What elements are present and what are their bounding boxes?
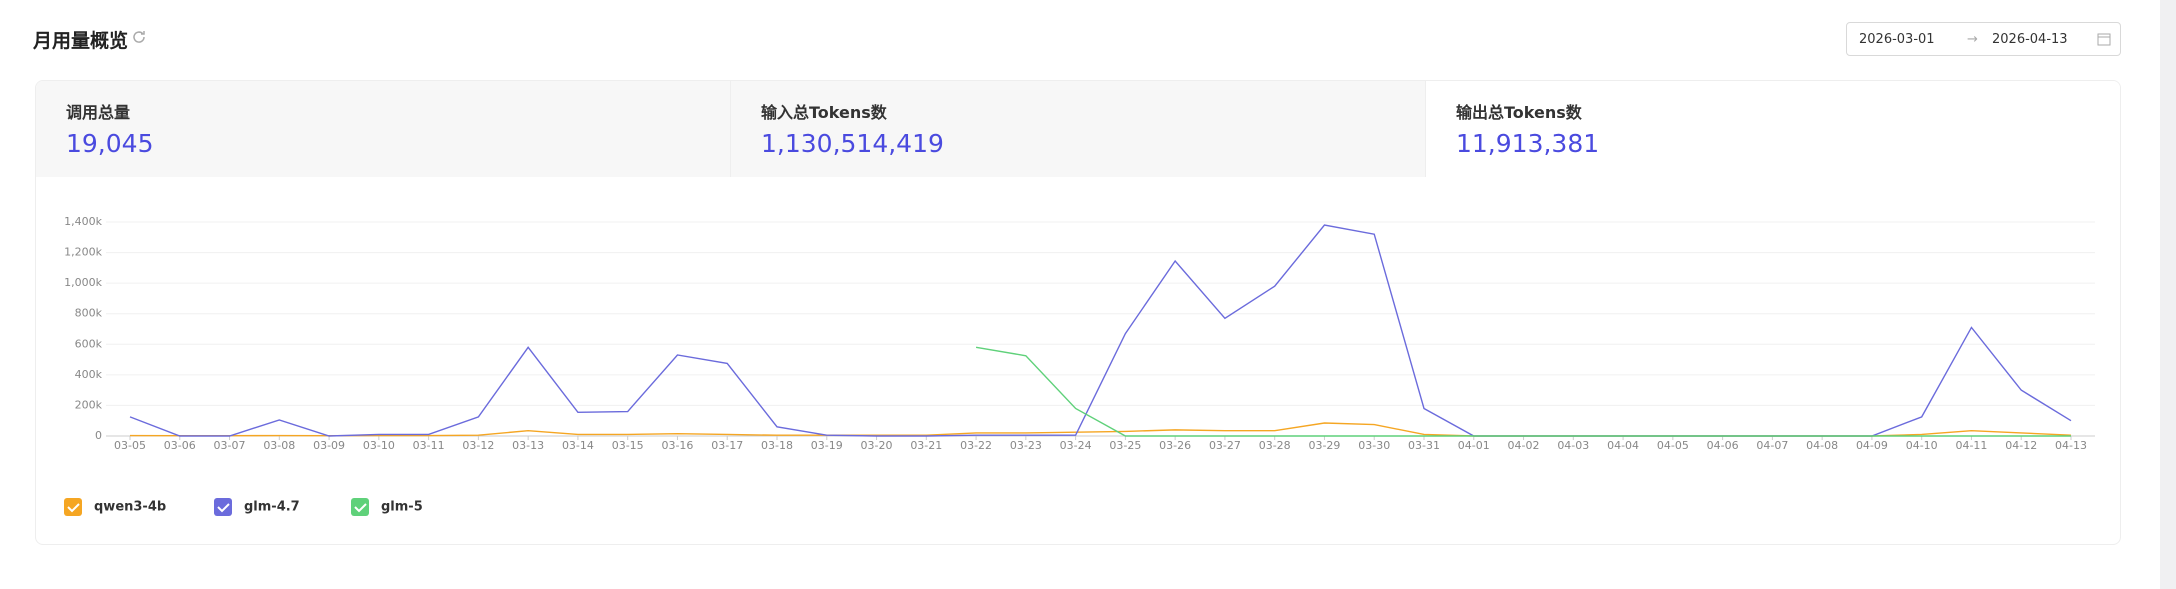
- check-mark: [67, 503, 80, 513]
- legend-label[interactable]: glm-5: [381, 500, 423, 515]
- x-tick-label: 03-07: [214, 439, 246, 452]
- x-tick-label: 03-11: [413, 439, 445, 452]
- check-mark: [217, 503, 230, 513]
- x-tick-label: 04-09: [1856, 439, 1888, 452]
- x-tick-label: 03-21: [910, 439, 942, 452]
- x-tick-label: 04-13: [2055, 439, 2087, 452]
- x-tick-label: 04-01: [1458, 439, 1490, 452]
- x-tick-label: 04-04: [1607, 439, 1639, 452]
- x-tick-label: 03-09: [313, 439, 345, 452]
- y-tick-label: 400k: [75, 368, 103, 381]
- stat-value: 19,045: [66, 129, 154, 158]
- page-title: 月用量概览: [33, 30, 129, 52]
- legend-item[interactable]: qwen3-4b: [64, 498, 166, 516]
- calendar-icon: [2097, 33, 2111, 46]
- x-tick-label: 03-18: [761, 439, 793, 452]
- x-tick-label: 04-02: [1508, 439, 1540, 452]
- x-tick-label: 04-10: [1906, 439, 1938, 452]
- stat-label: 输出总Tokens数: [1456, 103, 1582, 122]
- y-tick-label: 1,000k: [64, 276, 102, 289]
- y-tick-label: 600k: [75, 337, 103, 350]
- series-line: [129, 224, 2072, 437]
- x-tick-label: 04-11: [1955, 439, 1987, 452]
- legend-item[interactable]: glm-5: [351, 498, 423, 516]
- series-line: [975, 346, 2071, 437]
- y-tick-label: 1,400k: [64, 215, 102, 228]
- start-date[interactable]: 2026-03-01: [1859, 32, 1935, 47]
- x-tick-label: 03-27: [1209, 439, 1241, 452]
- y-tick-label: 800k: [75, 307, 103, 320]
- x-tick-label: 03-16: [661, 439, 693, 452]
- x-tick-label: 04-07: [1756, 439, 1788, 452]
- x-tick-label: 03-13: [512, 439, 544, 452]
- x-tick-label: 03-05: [114, 439, 146, 452]
- legend-checkbox[interactable]: [64, 498, 82, 516]
- scroll-edge: [2160, 0, 2176, 589]
- y-tick-label: 1,200k: [64, 246, 102, 259]
- stat-label: 输入总Tokens数: [761, 103, 887, 122]
- x-tick-label: 03-29: [1308, 439, 1340, 452]
- x-tick-label: 03-20: [861, 439, 893, 452]
- x-tick-label: 04-03: [1557, 439, 1589, 452]
- x-tick-label: 03-08: [263, 439, 295, 452]
- x-tick-label: 04-12: [2005, 439, 2037, 452]
- x-tick-label: 03-17: [711, 439, 743, 452]
- x-tick-label: 03-12: [462, 439, 494, 452]
- x-tick-label: 03-06: [164, 439, 196, 452]
- x-tick-label: 04-08: [1806, 439, 1838, 452]
- x-tick-label: 03-31: [1408, 439, 1440, 452]
- legend-checkbox[interactable]: [214, 498, 232, 516]
- legend-label[interactable]: glm-4.7: [244, 500, 300, 515]
- stat-input-tokens: 输入总Tokens数 1,130,514,419: [731, 81, 1426, 177]
- stat-output-tokens: 输出总Tokens数 11,913,381: [1426, 81, 2120, 177]
- x-tick-label: 03-22: [960, 439, 992, 452]
- y-tick-label: 0: [95, 429, 102, 442]
- end-date[interactable]: 2026-04-13: [1992, 32, 2068, 47]
- x-tick-label: 04-05: [1657, 439, 1689, 452]
- stat-value: 1,130,514,419: [761, 129, 944, 158]
- x-tick-label: 03-26: [1159, 439, 1191, 452]
- check-mark: [354, 503, 367, 513]
- legend-item[interactable]: glm-4.7: [214, 498, 300, 516]
- refresh-button[interactable]: [131, 29, 147, 45]
- x-tick-label: 03-10: [363, 439, 395, 452]
- x-tick-label: 03-24: [1060, 439, 1092, 452]
- stat-value: 11,913,381: [1456, 129, 1600, 158]
- x-tick-label: 03-28: [1259, 439, 1291, 452]
- x-tick-label: 03-14: [562, 439, 594, 452]
- y-tick-label: 200k: [75, 398, 103, 411]
- legend-label[interactable]: qwen3-4b: [94, 500, 166, 515]
- x-tick-label: 04-06: [1707, 439, 1739, 452]
- stat-label: 调用总量: [66, 103, 131, 122]
- stat-calls: 调用总量 19,045: [36, 81, 731, 177]
- usage-card: 调用总量 19,045 输入总Tokens数 1,130,514,419 输出总To…: [35, 80, 2121, 545]
- legend-checkbox[interactable]: [351, 498, 369, 516]
- x-tick-label: 03-15: [612, 439, 644, 452]
- date-range-picker[interactable]: 2026-03-01 → 2026-04-13: [1846, 22, 2121, 56]
- x-tick-label: 03-30: [1358, 439, 1390, 452]
- x-tick-label: 03-25: [1109, 439, 1141, 452]
- range-arrow: →: [1967, 32, 1978, 47]
- x-tick-label: 03-19: [811, 439, 843, 452]
- x-tick-label: 03-23: [1010, 439, 1042, 452]
